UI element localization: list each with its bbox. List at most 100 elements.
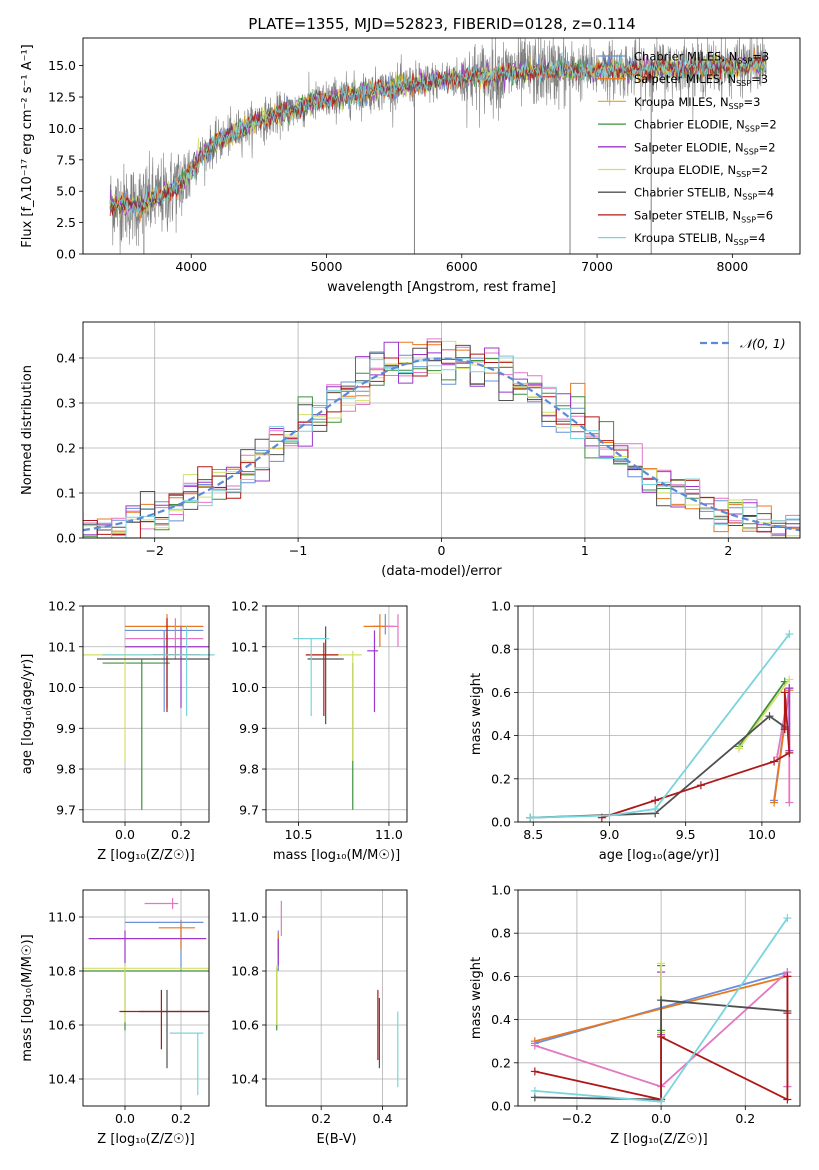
plus-marker [785, 748, 794, 757]
data-point [313, 650, 362, 761]
spectrum-model-line [109, 51, 767, 216]
y-axis-label: age [log₁₀(age/yr)] [20, 654, 35, 775]
plus-marker [657, 1097, 666, 1106]
mass_vs_Z-panel: 0.0 0.2 10.4 10.6 10.8 11.0 Z [log₁₀(Z/Z☉)] mas… [20, 889, 210, 1147]
y-tick-label: 0.4 [56, 351, 76, 366]
mass-weight-series [773, 690, 791, 803]
data-point [102, 626, 215, 717]
x-tick-label: 6000 [446, 259, 478, 274]
y-tick-label: 2.5 [56, 215, 76, 230]
data-point [88, 930, 207, 966]
age_vs_mass-panel: 10.5 11.0 9.7 9.8 9.9 10.0 10.1 10.2 mass [log₁₀… [231, 599, 408, 863]
y-tick-label: 0.8 [491, 642, 511, 657]
data-point [363, 614, 388, 647]
plus-marker [651, 805, 660, 814]
plus-marker [780, 688, 789, 697]
y-axis-label: mass weight [469, 957, 484, 1039]
y-tick-label: 0.2 [56, 441, 76, 456]
legend-label: Chabrier STELIB, NSSP=4 [634, 186, 774, 202]
x-tick-label: 9.5 [676, 827, 696, 842]
spectrum-model-line [109, 52, 767, 217]
x-axis-label: wavelength [Angstrom, rest frame] [327, 280, 556, 295]
spectrum-model-line [109, 54, 767, 218]
x-tick-label: 4000 [175, 259, 207, 274]
axes-frame [82, 37, 801, 255]
x-tick-label: 8000 [716, 259, 748, 274]
legend-label: Kroupa MILES, NSSP=3 [634, 95, 760, 111]
age_vs_Z-panel: 0.0 0.2 9.7 9.8 9.9 10.0 10.1 10.2 Z [log₁₀(Z/Z☉… [20, 599, 215, 863]
axes-frame [82, 605, 210, 823]
y-tick-label: 10.0 [231, 680, 259, 695]
x-axis-label: Z [log₁₀(Z/Z☉)] [610, 1132, 707, 1147]
y-axis-label: Normed distribution [20, 365, 35, 495]
y-tick-label: 9.7 [239, 802, 259, 817]
y-tick-label: 10.2 [231, 599, 259, 614]
legend-label: Chabrier ELODIE, NSSP=2 [634, 118, 777, 134]
residuals-panel: −2 −1 0 1 2 0.0 0.1 0.2 0.3 0.4 (data-model)/error… [20, 321, 801, 579]
mass_vs_ebv-panel: 0.2 0.4 10.4 10.6 10.8 11.0 E(B-V) [231, 889, 408, 1147]
y-tick-label: 0.6 [491, 969, 511, 984]
data-point [125, 629, 204, 712]
data-point [97, 634, 209, 708]
x-axis-label: age [log₁₀(age/yr)] [599, 848, 720, 863]
plus-marker [530, 1086, 539, 1095]
x-tick-label: 0 [438, 543, 446, 558]
x-tick-label: 10.0 [748, 827, 776, 842]
x-tick-label: 1 [581, 543, 589, 558]
x-tick-label: −1 [289, 543, 307, 558]
mass_weight_vs_Z-panel: −0.2 0.0 0.2 0.0 0.2 0.4 0.6 0.8 1.0 Z [log₁₀(Z/Z… [469, 883, 801, 1147]
y-tick-label: 10.1 [231, 639, 259, 654]
data-point [83, 962, 209, 1023]
x-tick-label: 10.5 [285, 827, 313, 842]
plus-marker [785, 684, 794, 693]
y-tick-label: 0.0 [56, 247, 76, 262]
plus-marker [780, 725, 789, 734]
y-tick-label: 9.9 [56, 721, 76, 736]
spectrum-panel: 4000 5000 6000 7000 8000 0.0 2.5 5.0 7.5 10.0 12.5… [20, 37, 801, 295]
axes-frame [517, 889, 801, 1107]
figure-title: PLATE=1355, MJD=52823, FIBERID=0128, z=0… [248, 15, 635, 33]
data-point [125, 618, 204, 659]
x-axis-label: E(B-V) [316, 1132, 356, 1147]
plus-marker [770, 798, 779, 807]
y-tick-label: 0.4 [491, 1012, 511, 1027]
x-tick-label: 8.5 [523, 827, 543, 842]
legend-label: Salpeter ELODIE, NSSP=2 [634, 140, 776, 156]
x-tick-label: 11.0 [375, 827, 403, 842]
y-tick-label: 7.5 [56, 152, 76, 167]
plus-marker [657, 959, 666, 968]
y-tick-label: 10.6 [231, 1018, 259, 1033]
y-tick-label: 1.0 [491, 599, 511, 614]
plus-marker [530, 1067, 539, 1076]
plus-marker [530, 1041, 539, 1050]
y-axis-label: mass [log₁₀(M/M☉)] [20, 934, 35, 1061]
plus-marker [765, 712, 774, 721]
data-point [139, 989, 207, 1069]
y-tick-label: 10.8 [48, 964, 76, 979]
y-tick-label: 10.6 [48, 1018, 76, 1033]
plus-marker [696, 781, 705, 790]
plus-marker [526, 813, 535, 822]
spectrum-legend: Chabrier MILES, NSSP=3 Salpeter MILES, NS… [598, 50, 777, 247]
axes-frame [82, 321, 801, 539]
plus-marker [783, 972, 792, 981]
x-axis-label: Z [log₁₀(Z/Z☉)] [97, 848, 194, 863]
plus-marker [783, 914, 792, 923]
plus-marker [783, 1095, 792, 1104]
legend-label: Salpeter STELIB, NSSP=6 [634, 208, 773, 224]
y-tick-label: 0.2 [491, 1055, 511, 1070]
data-point [307, 626, 344, 725]
y-tick-label: 0.1 [56, 486, 76, 501]
y-tick-label: 15.0 [48, 58, 76, 73]
x-tick-label: 9.0 [600, 827, 620, 842]
legend-label: Salpeter MILES, NSSP=3 [634, 72, 768, 88]
y-tick-label: 0.0 [491, 1099, 511, 1114]
axes-frame [265, 889, 408, 1107]
y-tick-label: 0.2 [491, 771, 511, 786]
x-tick-label: 0.2 [171, 827, 191, 842]
x-tick-label: −2 [145, 543, 163, 558]
y-tick-label: 9.8 [56, 762, 76, 777]
y-tick-label: 5.0 [56, 184, 76, 199]
plus-marker [651, 796, 660, 805]
